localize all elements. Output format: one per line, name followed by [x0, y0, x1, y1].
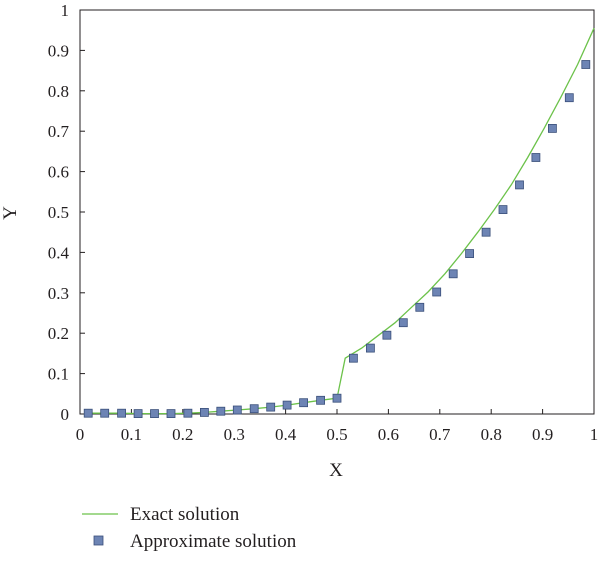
approximate-solution-marker [266, 402, 276, 412]
x-tick-label: 1 [590, 425, 599, 444]
legend-approximate-marker-swatch [93, 535, 104, 546]
approximate-solution-marker [432, 287, 442, 297]
plot-border [79, 9, 595, 415]
x-tick-label: 0.7 [429, 425, 451, 444]
x-tick-label: 0.9 [532, 425, 553, 444]
y-tick-label: 0 [61, 405, 70, 424]
approximate-solution-marker [448, 269, 458, 279]
approximate-solution-marker [564, 93, 574, 103]
approximate-solution-marker [316, 395, 326, 405]
y-tick-label: 0.7 [48, 122, 70, 141]
y-tick-label: 0.2 [48, 324, 69, 343]
x-tick-label: 0.6 [378, 425, 399, 444]
approximate-solution-marker [382, 330, 392, 340]
y-tick-label: 0.8 [48, 82, 69, 101]
approximate-solution-marker [515, 180, 524, 190]
legend-label-approximate-solution: Approximate solution [130, 531, 297, 552]
x-tick-label: 0.1 [121, 425, 142, 444]
approximate-solution-marker [150, 409, 159, 419]
approximate-solution-marker [133, 409, 143, 419]
approximate-solution-marker [232, 405, 242, 415]
approximate-solution-marker [365, 343, 375, 353]
y-tick-label: 0.5 [48, 203, 69, 222]
approximate-solution-marker [282, 400, 292, 410]
plot-frame [79, 9, 595, 415]
series-layer [83, 27, 595, 419]
x-tick-label: 0.2 [172, 425, 193, 444]
x-tick-label: 0.8 [481, 425, 502, 444]
x-tick-label: 0.3 [224, 425, 245, 444]
x-tick-label: 0.5 [326, 425, 347, 444]
approximate-solution-marker [531, 153, 541, 162]
approximate-solution-marker [581, 60, 591, 69]
y-tick-label: 0.1 [48, 365, 69, 384]
approximate-solution-marker [117, 408, 126, 418]
approximate-solution-marker [348, 353, 358, 363]
approximate-solution-marker [83, 408, 93, 418]
approximate-solution-marker [199, 407, 209, 417]
exact-solution-line [88, 27, 595, 415]
approximate-solution-marker [183, 408, 193, 418]
y-axis-ticks: 0 0.1 0.2 0.3 0.4 0.5 0.6 0.7 0.8 0.9 1 [48, 1, 85, 424]
x-tick-label: 0.4 [275, 425, 297, 444]
approximate-solution-marker [498, 205, 508, 215]
y-tick-label: 0.9 [48, 41, 69, 60]
x-axis-title: X [329, 460, 343, 481]
approximate-solution-marker [216, 406, 226, 416]
approximate-solution-marker [398, 318, 408, 328]
y-axis-title: Y [0, 206, 21, 220]
x-axis-ticks: 0 0.1 0.2 0.3 0.4 0.5 0.6 0.7 0.8 0.9 1 [76, 409, 599, 444]
x-tick-label: 0 [76, 425, 85, 444]
y-tick-label: 0.4 [48, 243, 70, 262]
y-tick-label: 1 [61, 1, 70, 20]
legend: Exact solution Approximate solution [82, 504, 297, 552]
approximate-solution-marker [415, 302, 425, 312]
y-tick-label: 0.3 [48, 284, 69, 303]
approximate-solution-marker [465, 249, 475, 259]
approximate-solution-marker [548, 124, 557, 133]
legend-label-exact-solution: Exact solution [130, 504, 240, 525]
approximate-solution-marker [332, 393, 342, 403]
approximate-solution-marker [299, 398, 309, 408]
y-tick-label: 0.6 [48, 163, 69, 182]
approximate-solution-marker [481, 227, 491, 237]
approximate-solution-marker [166, 409, 176, 419]
approximate-solution-marker [249, 404, 259, 414]
approximate-solution-marker [100, 408, 110, 418]
